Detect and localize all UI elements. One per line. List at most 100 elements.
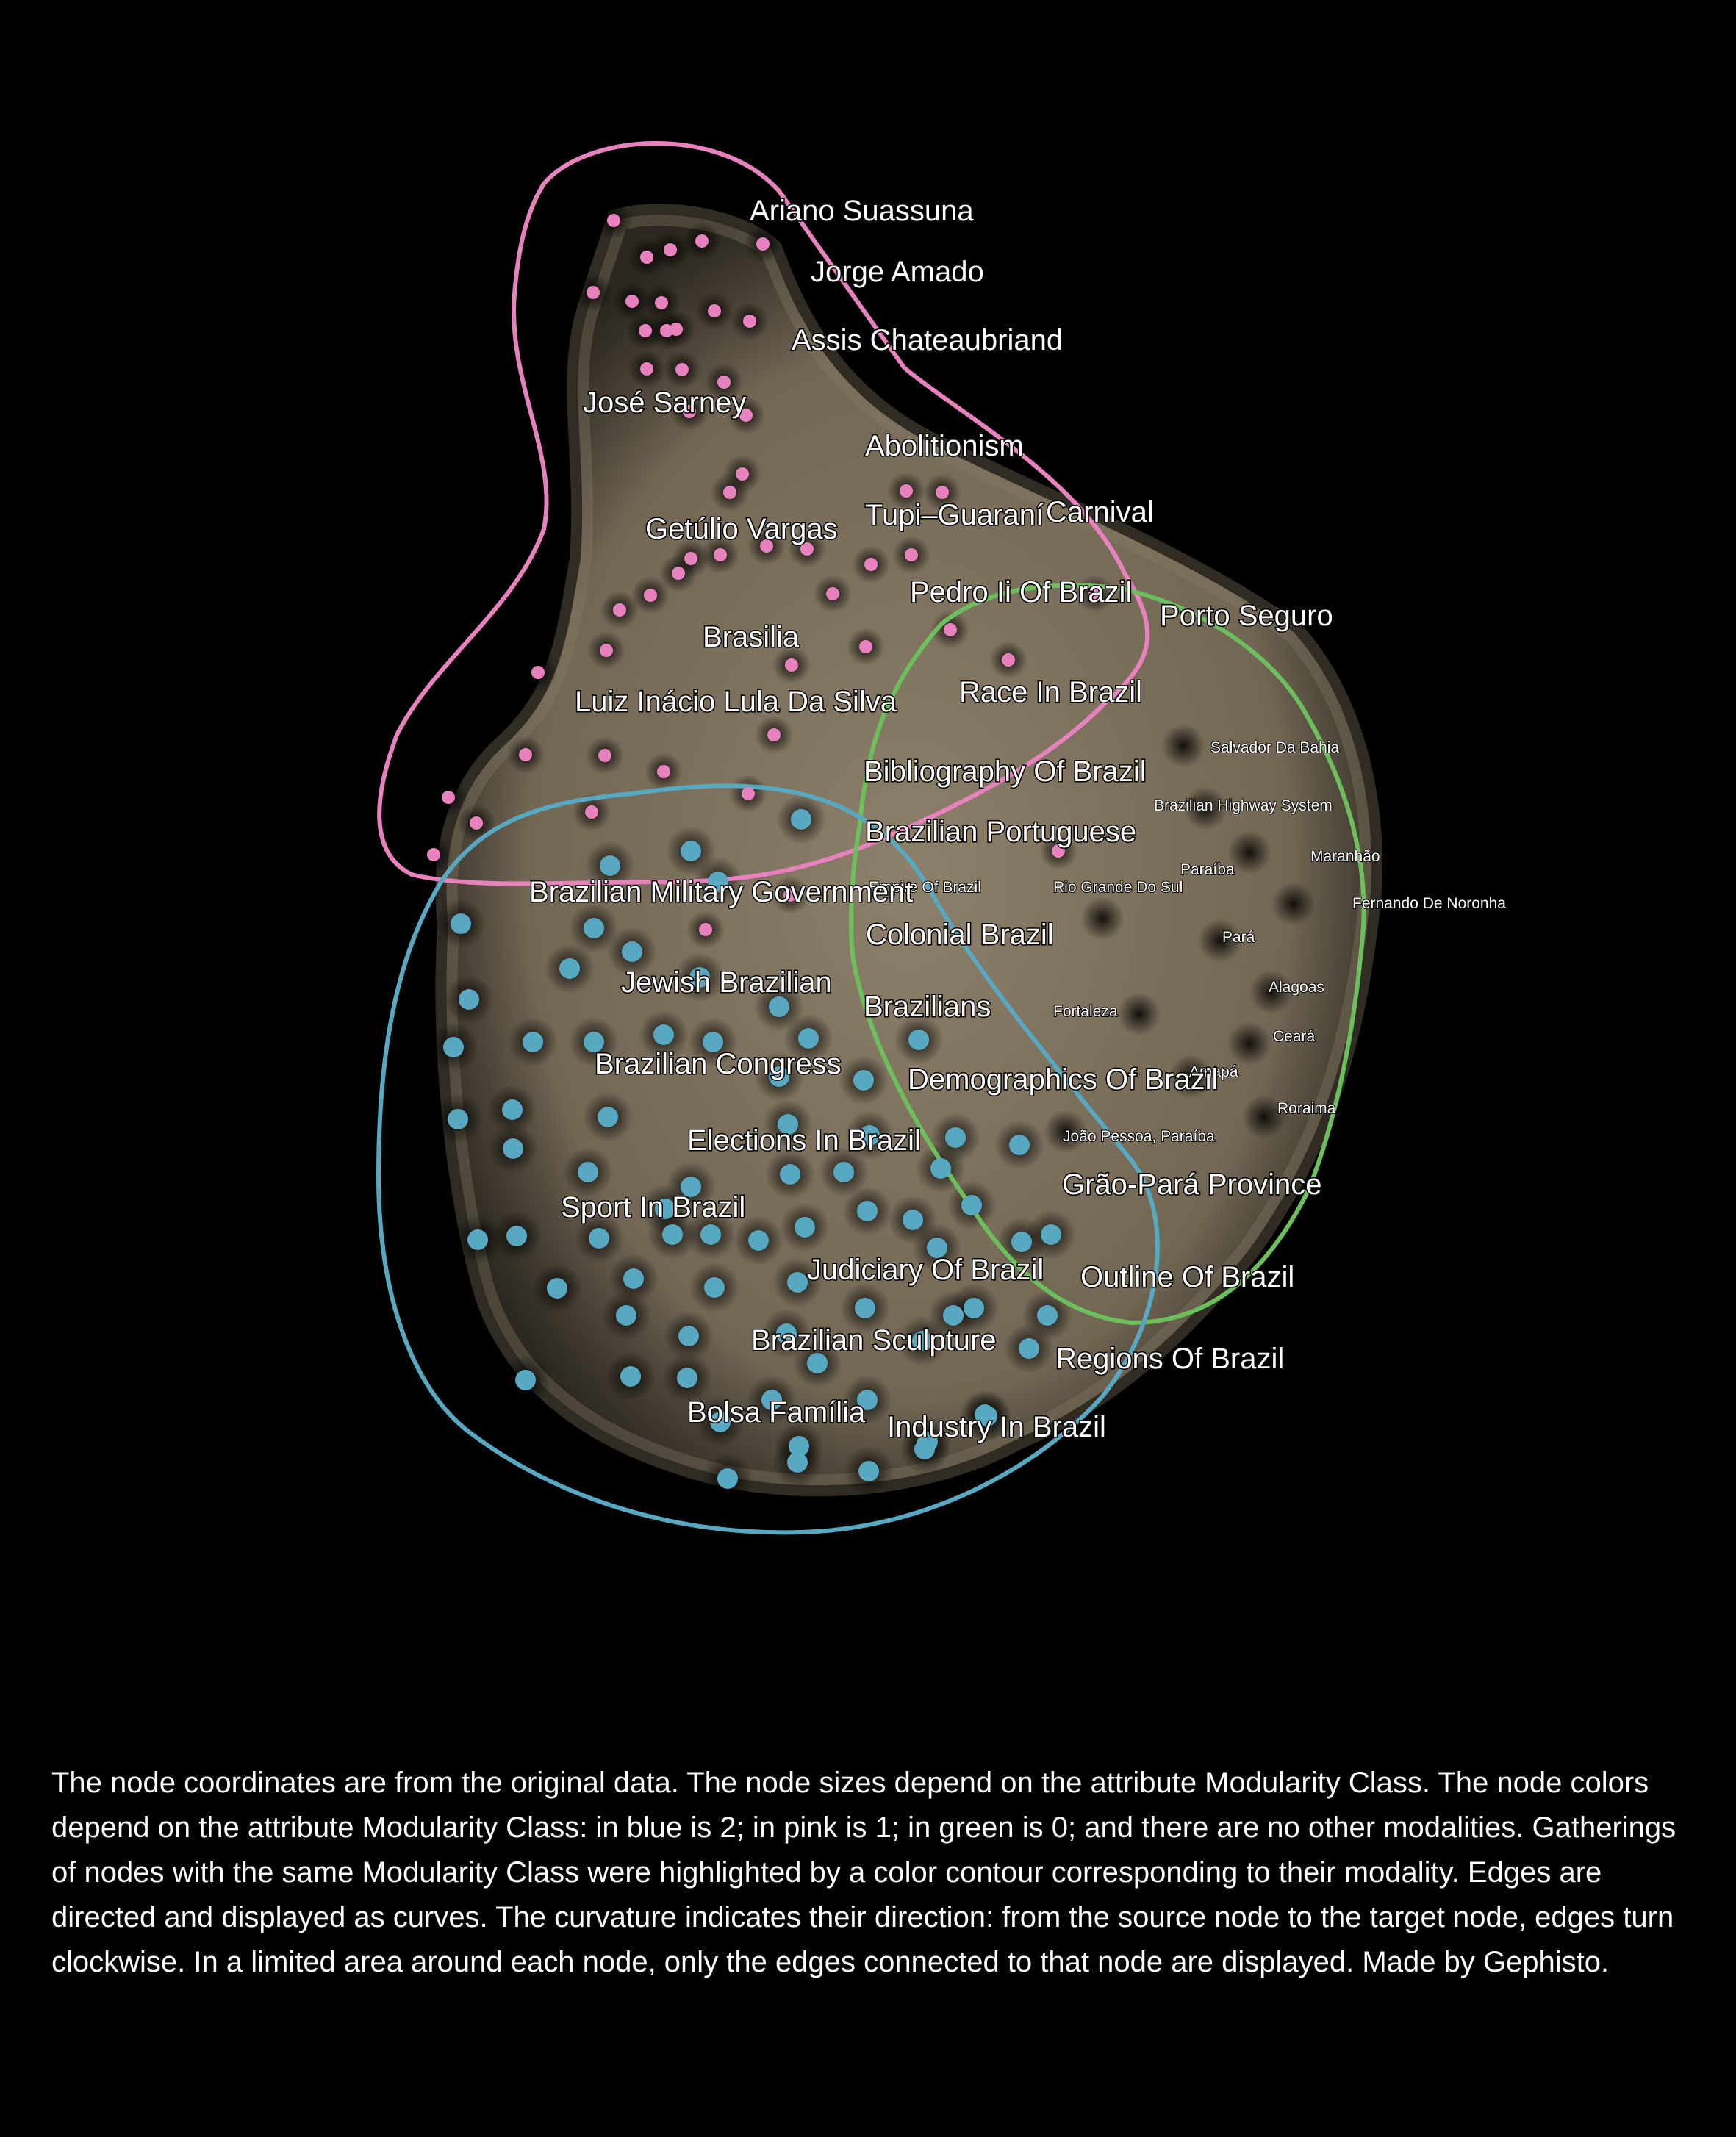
node-blue[interactable] [700,1224,721,1245]
node-pink[interactable] [625,295,639,308]
node-blue[interactable] [620,1366,641,1387]
node-blue[interactable] [710,1412,731,1432]
node-pink[interactable] [783,888,797,902]
node-pink[interactable] [655,296,668,309]
node-blue[interactable] [689,967,710,988]
node-pink[interactable] [531,666,545,679]
node-blue[interactable] [748,1230,769,1251]
node-pink[interactable] [660,324,673,337]
node-blue[interactable] [559,958,580,979]
node-blue[interactable] [787,1272,808,1293]
node-pink[interactable] [717,376,731,389]
node-blue[interactable] [859,1125,880,1146]
node-pink[interactable] [640,362,653,376]
node-blue[interactable] [502,1099,523,1120]
node-blue[interactable] [855,1298,875,1318]
node-blue[interactable] [515,1370,536,1390]
node-blue[interactable] [927,1238,947,1258]
node-blue[interactable] [930,1158,951,1179]
node-blue[interactable] [769,1066,789,1087]
node-pink[interactable] [664,243,677,256]
node-blue[interactable] [853,1070,874,1091]
node-blue[interactable] [798,1028,819,1049]
node-blue[interactable] [448,1109,468,1129]
node-blue[interactable] [943,1305,964,1326]
node-blue[interactable] [451,913,471,934]
node-pink[interactable] [739,409,753,422]
node-pink[interactable] [640,251,653,264]
node-pink[interactable] [644,589,657,602]
node-blue[interactable] [703,1032,723,1052]
node-blue[interactable] [912,1331,933,1351]
node-pink[interactable] [699,923,712,936]
node-blue[interactable] [616,1305,636,1326]
node-pink[interactable] [905,548,918,561]
node-blue[interactable] [769,996,789,1017]
node-blue[interactable] [655,1199,675,1219]
node-blue[interactable] [780,1164,800,1185]
node-blue[interactable] [961,1195,982,1215]
node-blue[interactable] [467,1229,488,1250]
node-pink[interactable] [1002,653,1015,667]
node-pink[interactable] [613,603,626,617]
node-blue[interactable] [789,1436,809,1457]
node-pink[interactable] [442,791,455,804]
node-blue[interactable] [945,1127,966,1148]
node-blue[interactable] [795,1217,815,1238]
node-blue[interactable] [443,1037,464,1057]
node-blue[interactable] [547,1278,567,1299]
node-pink[interactable] [672,567,685,580]
node-pink[interactable] [607,214,620,227]
node-blue[interactable] [717,1468,738,1489]
node-blue[interactable] [761,1390,782,1410]
node-blue[interactable] [584,918,604,938]
node-pink[interactable] [785,658,798,672]
node-pink[interactable] [944,623,957,636]
node-blue[interactable] [598,1107,618,1127]
node-pink[interactable] [470,816,483,830]
node-blue[interactable] [623,1268,644,1289]
node-pink[interactable] [695,234,709,248]
node-pink[interactable] [1088,587,1102,600]
node-pink[interactable] [800,542,814,556]
node-blue[interactable] [1009,1135,1030,1155]
node-blue[interactable] [807,1353,828,1373]
node-pink[interactable] [675,363,689,376]
node-pink[interactable] [900,484,913,498]
node-blue[interactable] [662,1224,683,1245]
node-pink[interactable] [742,787,755,800]
node-blue[interactable] [833,1162,854,1182]
node-blue[interactable] [523,1032,543,1052]
node-blue[interactable] [1037,1305,1058,1326]
node-blue[interactable] [503,1138,523,1159]
node-pink[interactable] [639,324,652,337]
node-blue[interactable] [681,1177,701,1197]
node-blue[interactable] [857,1390,878,1410]
node-blue[interactable] [858,1461,879,1481]
node-pink[interactable] [684,552,697,565]
node-blue[interactable] [914,1439,935,1459]
node-blue[interactable] [1041,1224,1061,1245]
node-blue[interactable] [459,989,479,1010]
node-pink[interactable] [657,765,670,778]
node-pink[interactable] [708,304,721,317]
node-blue[interactable] [678,1326,699,1346]
node-pink[interactable] [1052,844,1065,858]
node-pink[interactable] [743,315,756,328]
node-pink[interactable] [427,848,440,861]
node-pink[interactable] [723,486,736,499]
node-pink[interactable] [587,286,600,299]
node-blue[interactable] [677,1368,697,1388]
node-blue[interactable] [584,1032,604,1052]
node-pink[interactable] [714,548,727,561]
node-pink[interactable] [864,558,878,571]
node-blue[interactable] [704,1277,725,1298]
node-blue[interactable] [776,1323,797,1344]
node-blue[interactable] [622,941,642,962]
node-pink[interactable] [767,728,781,741]
node-blue[interactable] [903,1210,923,1230]
node-pink[interactable] [826,587,839,600]
node-pink[interactable] [859,640,872,653]
node-blue[interactable] [908,1030,929,1050]
node-blue[interactable] [1011,1232,1032,1252]
